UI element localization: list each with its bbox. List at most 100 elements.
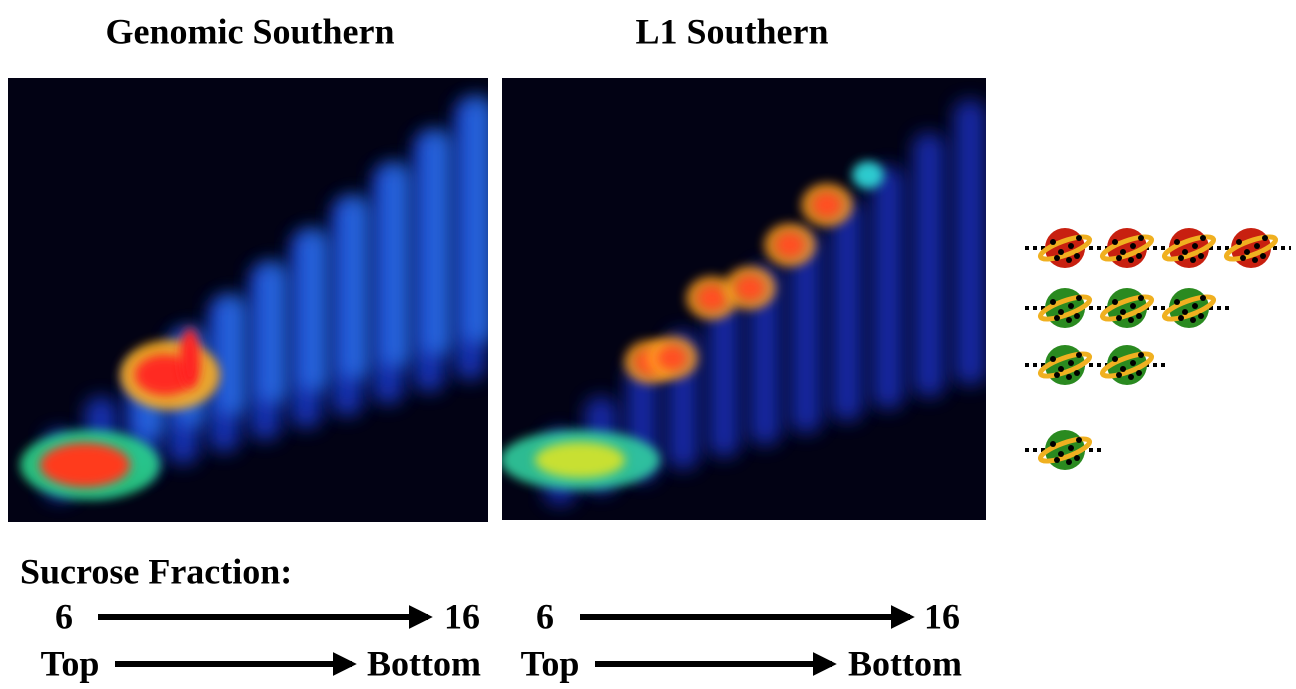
dna-dot (1066, 317, 1072, 323)
dna-dot (1054, 315, 1060, 321)
dna-dot (1050, 239, 1056, 245)
dna-dot (1074, 455, 1080, 461)
dna-dot (1074, 253, 1080, 259)
dna-dot (1076, 437, 1082, 443)
dna-dot (1050, 356, 1056, 362)
dna-dot (1182, 249, 1188, 255)
direction-end: Bottom (848, 643, 962, 683)
dna-dot (1130, 303, 1136, 309)
signal-spot (180, 328, 200, 388)
dna-dot (1128, 317, 1134, 323)
dna-dot (1066, 374, 1072, 380)
dna-dot (1116, 255, 1122, 261)
lane-smear (380, 162, 412, 368)
dna-dot (1112, 299, 1118, 305)
signal-spot (736, 276, 764, 300)
dna-dot (1050, 299, 1056, 305)
dna-dot (1074, 370, 1080, 376)
dna-dot (1068, 445, 1074, 451)
signal-spot (535, 442, 625, 478)
dna-dot (1198, 253, 1204, 259)
dna-dot (1174, 239, 1180, 245)
fraction-start: 6 (536, 596, 554, 636)
dna-dot (1076, 352, 1082, 358)
nucleosome-legend (1025, 228, 1291, 470)
signal-spot (40, 443, 130, 487)
dna-dot (1058, 366, 1064, 372)
dna-dot (1236, 239, 1242, 245)
signal-spot (852, 161, 884, 189)
dna-dot (1076, 295, 1082, 301)
axis-label: Sucrose Fraction: (20, 551, 292, 591)
dna-dot (1050, 441, 1056, 447)
dna-dot (1054, 372, 1060, 378)
dna-dot (1252, 257, 1258, 263)
dna-dot (1058, 309, 1064, 315)
dna-dot (1128, 374, 1134, 380)
dna-dot (1182, 309, 1188, 315)
dna-dot (1120, 249, 1126, 255)
signal-spot (776, 233, 804, 257)
panel-title: Genomic Southern (105, 11, 394, 51)
dna-dot (1240, 255, 1246, 261)
dna-dot (1068, 243, 1074, 249)
dna-dot (1200, 235, 1206, 241)
dna-dot (1066, 257, 1072, 263)
fraction-start: 6 (55, 596, 73, 636)
dna-dot (1254, 243, 1260, 249)
panel-title: L1 Southern (635, 11, 828, 51)
dna-dot (1262, 235, 1268, 241)
lane-smear (462, 96, 494, 344)
dna-dot (1076, 235, 1082, 241)
direction-start: Top (521, 643, 580, 683)
dna-dot (1190, 317, 1196, 323)
dna-dot (1054, 457, 1060, 463)
figure: Genomic Southern L1 Southern Sucrose Fra… (0, 0, 1296, 689)
dna-dot (1136, 253, 1142, 259)
dna-dot (1260, 253, 1266, 259)
dna-dot (1112, 239, 1118, 245)
direction-start: Top (41, 643, 100, 683)
dna-dot (1068, 360, 1074, 366)
dna-dot (1138, 235, 1144, 241)
dna-dot (1190, 257, 1196, 263)
dna-dot (1058, 451, 1064, 457)
signal-spot (698, 286, 726, 310)
dna-dot (1074, 313, 1080, 319)
dna-dot (1138, 352, 1144, 358)
dna-dot (1116, 315, 1122, 321)
dna-dot (1244, 249, 1250, 255)
dna-dot (1174, 299, 1180, 305)
dna-dot (1200, 295, 1206, 301)
dna-dot (1066, 459, 1072, 465)
fraction-end: 16 (444, 596, 480, 636)
signal-spot (813, 193, 841, 217)
dna-dot (1120, 309, 1126, 315)
lane-smear (708, 298, 740, 457)
dna-dot (1120, 366, 1126, 372)
dna-dot (1136, 370, 1142, 376)
lane-smear (831, 199, 863, 421)
dna-dot (1068, 303, 1074, 309)
dna-dot (1130, 360, 1136, 366)
dna-dot (1198, 313, 1204, 319)
signal-spot (658, 346, 686, 370)
lane-smear (216, 294, 248, 416)
dna-dot (1178, 315, 1184, 321)
lane-smear (298, 228, 330, 392)
lane-smear (257, 261, 289, 404)
lane-smear (954, 100, 986, 385)
dna-dot (1192, 303, 1198, 309)
dna-dot (1192, 243, 1198, 249)
lane-smear (872, 166, 904, 409)
direction-end: Bottom (367, 643, 481, 683)
lane-smear (913, 133, 945, 397)
fraction-end: 16 (924, 596, 960, 636)
dna-dot (1116, 372, 1122, 378)
dna-dot (1112, 356, 1118, 362)
dna-dot (1138, 295, 1144, 301)
lane-smear (339, 195, 371, 380)
lane-smear (421, 129, 453, 356)
dna-dot (1058, 249, 1064, 255)
dna-dot (1136, 313, 1142, 319)
